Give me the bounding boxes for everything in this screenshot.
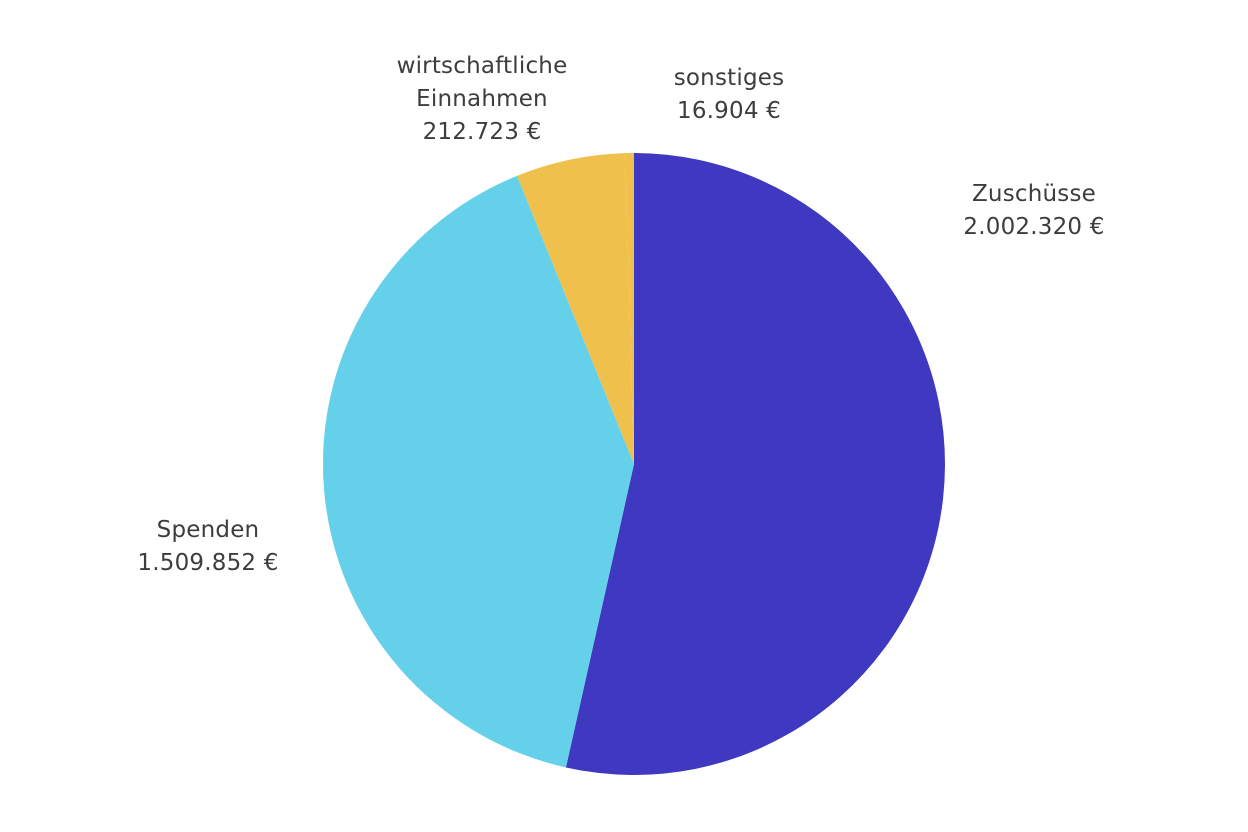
label-sonstiges-value: 16.904 €	[676, 98, 782, 124]
pie-slice-spenden	[322, 175, 634, 768]
label-zuschuesse: Zuschüsse 2.002.320 €	[963, 178, 1104, 244]
pie-slice-sonstiges	[625, 153, 634, 464]
label-spenden: Spenden 1.509.852 €	[137, 514, 278, 580]
label-wirtschaftliche-einnahmen: wirtschaftliche Einnahmen 212.723 €	[397, 50, 568, 149]
label-wirtschaftliche-line2: Einnahmen	[416, 86, 548, 112]
label-sonstiges: sonstiges 16.904 €	[674, 62, 785, 128]
label-zuschuesse-name: Zuschüsse	[971, 181, 1097, 207]
pie-slice-zuschüsse	[565, 153, 945, 775]
label-spenden-value: 1.509.852 €	[137, 550, 279, 576]
label-wirtschaftliche-line1: wirtschaftliche	[396, 53, 568, 79]
label-sonstiges-name: sonstiges	[673, 65, 785, 91]
label-spenden-name: Spenden	[156, 517, 260, 543]
pie-slice-wirtschaftliche-einnahmen	[517, 153, 634, 464]
label-wirtschaftliche-value: 212.723 €	[422, 119, 542, 145]
label-zuschuesse-value: 2.002.320 €	[963, 214, 1105, 240]
